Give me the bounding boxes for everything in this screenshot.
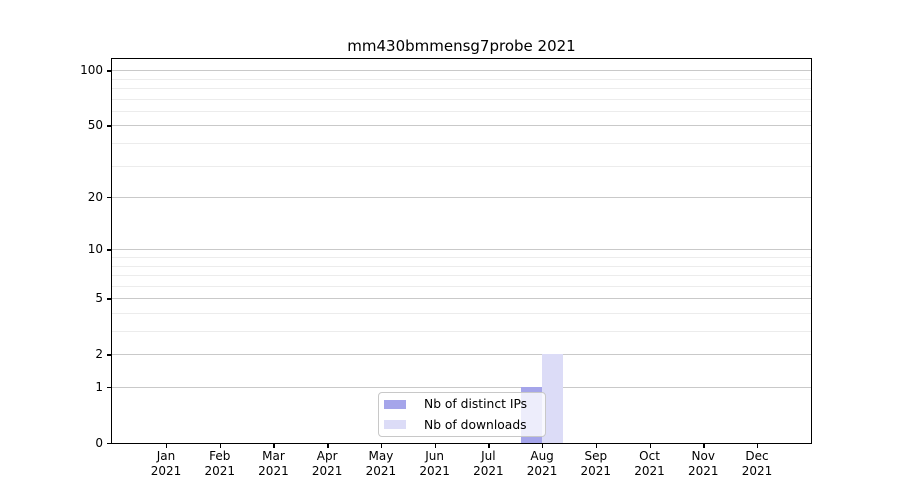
legend-label-distinct-ips: Nb of distinct IPs: [424, 397, 528, 412]
gridline-major: [112, 197, 811, 199]
x-tick: [542, 444, 544, 448]
gridline-minor: [112, 256, 811, 258]
x-tick: [273, 444, 275, 448]
y-tick-label: 1: [95, 379, 103, 394]
y-tick-label: 100: [80, 62, 103, 77]
legend-swatch-downloads: [384, 420, 406, 430]
y-tick: [107, 197, 111, 199]
legend-entry: Nb of distinct IPs: [384, 395, 539, 414]
gridline-minor: [112, 143, 811, 144]
x-tick: [380, 444, 383, 448]
plot-area: Nb of distinct IPs Nb of downloads: [107, 58, 812, 448]
gridline-major: [112, 249, 811, 251]
x-tick: [166, 444, 168, 448]
gridline-minor: [112, 88, 811, 89]
gridline-minor: [112, 165, 811, 167]
y-tick: [107, 387, 111, 389]
gridline-minor: [112, 312, 811, 314]
gridline-minor: [112, 110, 811, 112]
x-tick-label: Apr 2021: [311, 449, 343, 478]
legend-label-downloads: Nb of downloads: [424, 417, 527, 432]
y-tick: [107, 354, 111, 356]
x-tick: [488, 444, 490, 448]
gridline-minor: [112, 265, 811, 267]
gridline-major: [112, 125, 811, 127]
x-tick: [434, 444, 437, 448]
gridline-minor: [112, 78, 811, 80]
y-tick-label: 5: [95, 290, 103, 305]
legend-swatch-distinct-ips: [384, 399, 406, 409]
chart-title: mm430bmmensg7probe 2021: [347, 37, 576, 55]
legend: Nb of distinct IPs Nb of downloads: [378, 392, 546, 437]
gridline-major: [112, 298, 811, 300]
y-tick-label: 2: [95, 346, 103, 361]
y-tick-label: 10: [87, 241, 103, 256]
x-tick: [595, 444, 598, 448]
x-tick: [219, 444, 222, 448]
gridline-minor: [112, 285, 811, 287]
gridline-major: [112, 70, 811, 72]
x-tick-label: Aug 2021: [526, 449, 558, 478]
y-tick: [107, 298, 111, 300]
legend-entry: Nb of downloads: [384, 416, 539, 435]
x-tick: [649, 444, 651, 448]
y-tick: [107, 443, 111, 445]
x-tick: [757, 444, 759, 448]
y-tick-label: 20: [87, 189, 103, 204]
gridline-minor: [112, 331, 811, 332]
y-tick-label: 50: [87, 117, 103, 132]
y-tick-label: 0: [95, 435, 103, 450]
x-tick-label: Oct 2021: [634, 449, 665, 478]
gridline-major: [112, 387, 811, 388]
gridline-minor: [112, 275, 811, 277]
x-tick-label: Nov 2021: [687, 449, 719, 478]
x-tick-label: Mar 2021: [258, 449, 289, 478]
bar-downloads: [542, 354, 564, 443]
x-tick-label: Jun 2021: [419, 449, 450, 478]
x-tick-label: Dec 2021: [741, 449, 773, 478]
y-tick: [107, 70, 111, 72]
x-tick-label: Sep 2021: [580, 449, 612, 478]
x-tick-label: Jul 2021: [473, 449, 504, 478]
y-tick: [107, 125, 111, 127]
x-tick: [703, 444, 705, 448]
x-tick-label: Jan 2021: [150, 449, 182, 478]
gridline-major: [112, 354, 811, 356]
x-tick-label: May 2021: [365, 449, 397, 478]
x-tick-label: Feb 2021: [204, 449, 235, 478]
y-tick: [107, 249, 111, 251]
x-tick: [327, 444, 329, 448]
gridline-minor: [112, 98, 811, 100]
